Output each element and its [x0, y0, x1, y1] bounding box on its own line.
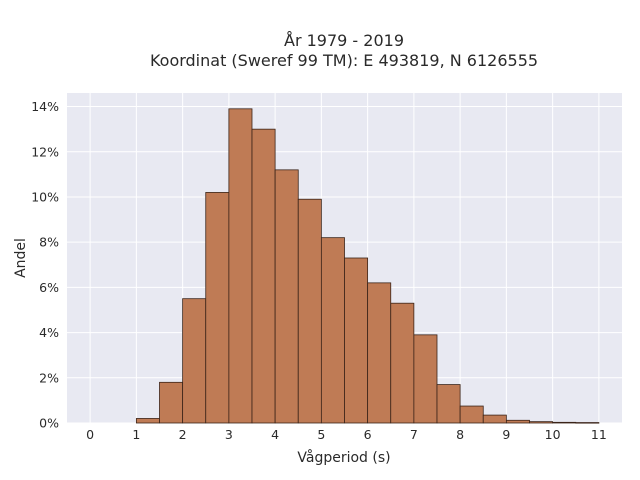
chart-title-line-1: År 1979 - 2019 — [284, 31, 404, 50]
x-tick-label-1: 1 — [132, 427, 140, 442]
histogram-bar-19 — [575, 422, 600, 424]
histogram-bar-14 — [459, 405, 484, 424]
histogram-bar-17 — [529, 421, 554, 424]
x-tick-label-10: 10 — [545, 427, 561, 442]
y-tick-label-4: 8% — [39, 235, 59, 250]
y-tick-label-1: 2% — [39, 370, 59, 385]
histogram-bar-4 — [228, 108, 253, 424]
y-tick-label-7: 14% — [31, 99, 59, 114]
histogram-bar-11 — [390, 302, 415, 424]
x-tick-label-0: 0 — [86, 427, 94, 442]
y-axis-label: Andel — [13, 238, 29, 278]
histogram-bar-15 — [482, 414, 507, 424]
x-axis-ticks: 0 1 2 3 4 5 6 7 8 9 10 11 — [86, 427, 607, 442]
y-tick-label-3: 6% — [39, 280, 59, 295]
y-axis-ticks: 0% 2% 4% 6% 8% 10% 12% 14% — [31, 99, 59, 430]
histogram-bar-6 — [274, 169, 299, 424]
y-tick-label-5: 10% — [31, 189, 59, 204]
y-tick-label-0: 0% — [39, 416, 59, 431]
x-tick-label-9: 9 — [502, 427, 510, 442]
histogram-bar-0 — [135, 418, 160, 424]
x-tick-label-4: 4 — [271, 427, 279, 442]
histogram-bar-10 — [367, 282, 392, 424]
histogram-bar-7 — [297, 198, 322, 424]
histogram-bar-3 — [205, 192, 230, 424]
x-tick-label-5: 5 — [317, 427, 325, 442]
x-tick-label-6: 6 — [364, 427, 372, 442]
x-tick-label-11: 11 — [591, 427, 607, 442]
x-tick-label-7: 7 — [410, 427, 418, 442]
histogram-bar-12 — [413, 334, 438, 424]
x-tick-label-2: 2 — [179, 427, 187, 442]
histogram-bar-5 — [251, 128, 276, 424]
histogram-bar-16 — [505, 419, 530, 424]
x-tick-label-8: 8 — [456, 427, 464, 442]
histogram-bar-2 — [182, 298, 207, 424]
y-tick-label-2: 4% — [39, 325, 59, 340]
histogram-bar-13 — [436, 384, 461, 424]
x-tick-label-3: 3 — [225, 427, 233, 442]
histogram-bar-1 — [159, 381, 184, 424]
chart-title-line-2: Koordinat (Sweref 99 TM): E 493819, N 61… — [150, 51, 538, 70]
histogram-bar-9 — [344, 257, 369, 424]
histogram-bars — [135, 108, 600, 424]
histogram-bar-18 — [552, 421, 577, 424]
histogram-bar-8 — [320, 237, 345, 424]
y-tick-label-6: 12% — [31, 144, 59, 159]
x-axis-label: Vågperiod (s) — [297, 449, 390, 466]
